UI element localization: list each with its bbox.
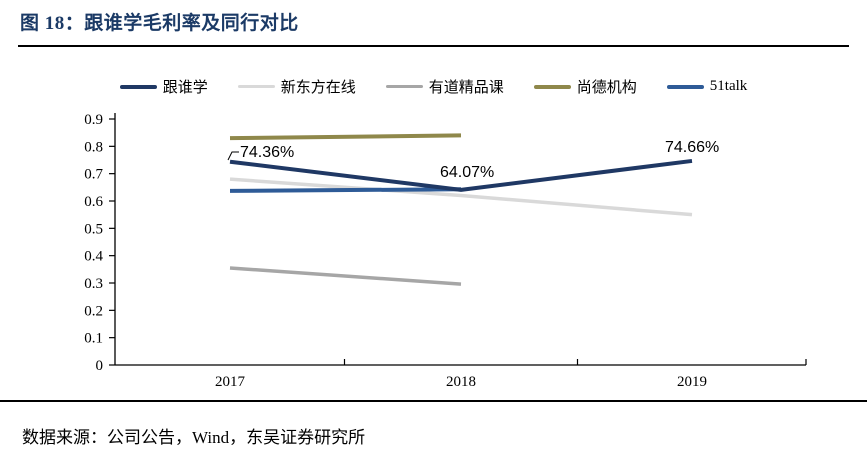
series-line-尚德机构 xyxy=(229,133,462,141)
series-line-跟谁学 xyxy=(229,158,693,192)
series-line-有道精品课 xyxy=(229,266,462,286)
data-label-leader xyxy=(227,151,239,161)
y-tick-label: 0.2 xyxy=(84,303,103,319)
figure-title: 图 18：跟谁学毛利率及同行对比 xyxy=(20,13,299,34)
data-label: 64.07% xyxy=(440,164,494,181)
chart-legend: 跟谁学 新东方在线 有道精品课 尚德机构 51talk xyxy=(0,76,867,97)
y-tick-label: 0.6 xyxy=(84,194,103,210)
legend-item-尚德机构: 尚德机构 xyxy=(533,76,637,97)
legend-item-新东方在线: 新东方在线 xyxy=(237,76,356,97)
legend-label: 尚德机构 xyxy=(576,80,637,96)
legend-label: 51talk xyxy=(709,78,748,94)
legend-label: 跟谁学 xyxy=(162,80,208,96)
y-tick-label: 0.3 xyxy=(84,276,103,292)
source-note: 数据来源：公司公告，Wind，东吴证券研究所 xyxy=(22,428,366,447)
legend-swatch xyxy=(666,84,704,89)
legend-label: 有道精品课 xyxy=(428,80,504,96)
legend-swatch xyxy=(119,84,157,89)
legend-item-有道精品课: 有道精品课 xyxy=(385,76,504,97)
legend-swatch xyxy=(385,84,423,89)
line-chart-plot: 0 0.1 0.2 0.3 0.4 0.5 0.6 0.7 0.8 0.9 2017 2018 2019… xyxy=(84,112,807,390)
y-tick-label: 0.4 xyxy=(84,249,103,265)
data-label: 74.36% xyxy=(240,144,294,161)
data-label: 74.66% xyxy=(665,139,719,156)
y-tick-label: 0.7 xyxy=(84,167,103,183)
x-tick-label: 2018 xyxy=(446,374,476,390)
x-tick-label: 2019 xyxy=(677,374,707,390)
legend-label: 新东方在线 xyxy=(280,80,356,96)
y-tick-label: 0.5 xyxy=(84,221,103,237)
legend-swatch xyxy=(237,84,275,89)
legend-item-51talk: 51talk xyxy=(666,78,748,95)
y-tick-label: 0 xyxy=(96,358,104,374)
series-line-51talk xyxy=(229,187,462,193)
y-tick-label: 0.8 xyxy=(84,139,103,155)
title-divider xyxy=(18,45,849,47)
y-tick-label: 0.9 xyxy=(84,112,103,128)
x-tick-label: 2017 xyxy=(215,374,246,390)
bottom-divider xyxy=(0,400,867,402)
series-line-新东方在线 xyxy=(229,177,693,217)
legend-swatch xyxy=(533,84,571,89)
legend-item-跟谁学: 跟谁学 xyxy=(119,76,208,97)
y-tick-label: 0.1 xyxy=(84,331,103,347)
